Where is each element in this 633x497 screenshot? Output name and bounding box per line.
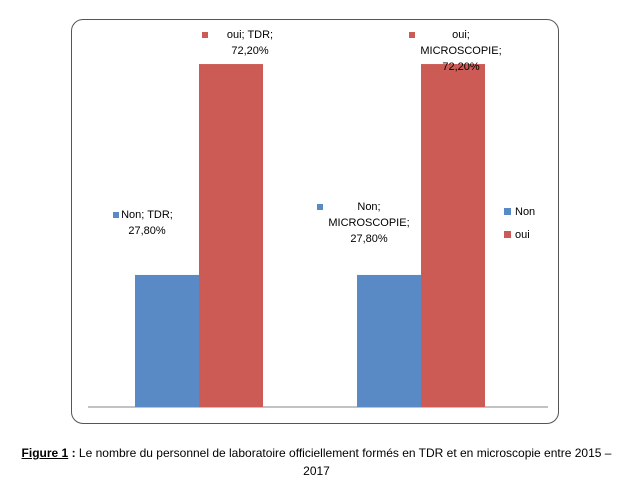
data-label-oui-microscopie-line2: MICROSCOPIE; [420,45,501,57]
data-label-non-tdr-line2: 27,80% [128,225,166,237]
bar-oui-microscopie [421,64,485,408]
data-label-non-microscopie-line3: 27,80% [350,233,388,245]
bar-oui-tdr [199,64,263,408]
data-label-oui-microscopie-line1: oui; [452,29,470,41]
legend-label-oui: oui [515,229,530,241]
figure-label-separator: : [68,446,76,460]
data-label-non-tdr-line1: Non; TDR; [121,209,173,221]
data-label-oui-tdr-line1: oui; TDR; [227,29,273,41]
data-label-key-oui-microscopie [409,32,415,38]
caption-text-line2: 2017 [303,464,330,478]
caption-text-line1: Le nombre du personnel de laboratoire of… [75,446,612,460]
data-label-key-non-tdr [113,212,119,218]
data-label-non-microscopie-line2: MICROSCOPIE; [328,217,409,229]
data-label-oui-microscopie-line3: 72,20% [442,61,480,73]
data-label-oui-tdr-line2: 72,20% [231,45,269,57]
figure-caption: Figure 1 : Le nombre du personnel de lab… [0,444,633,480]
data-label-non-microscopie-line1: Non; [357,201,380,213]
legend-label-non: Non [515,206,535,218]
bar-non-microscopie [357,274,421,407]
legend-swatch-oui [504,231,511,238]
data-label-key-oui-tdr [202,32,208,38]
legend-swatch-non [504,208,511,215]
bar-non-tdr [135,274,199,407]
bar-chart: Non; TDR; 27,80% Non; MICROSCOPIE; 27,80% oui… [88,29,548,408]
figure-label: Figure 1 [21,446,69,460]
data-label-key-non-microscopie [317,204,323,210]
